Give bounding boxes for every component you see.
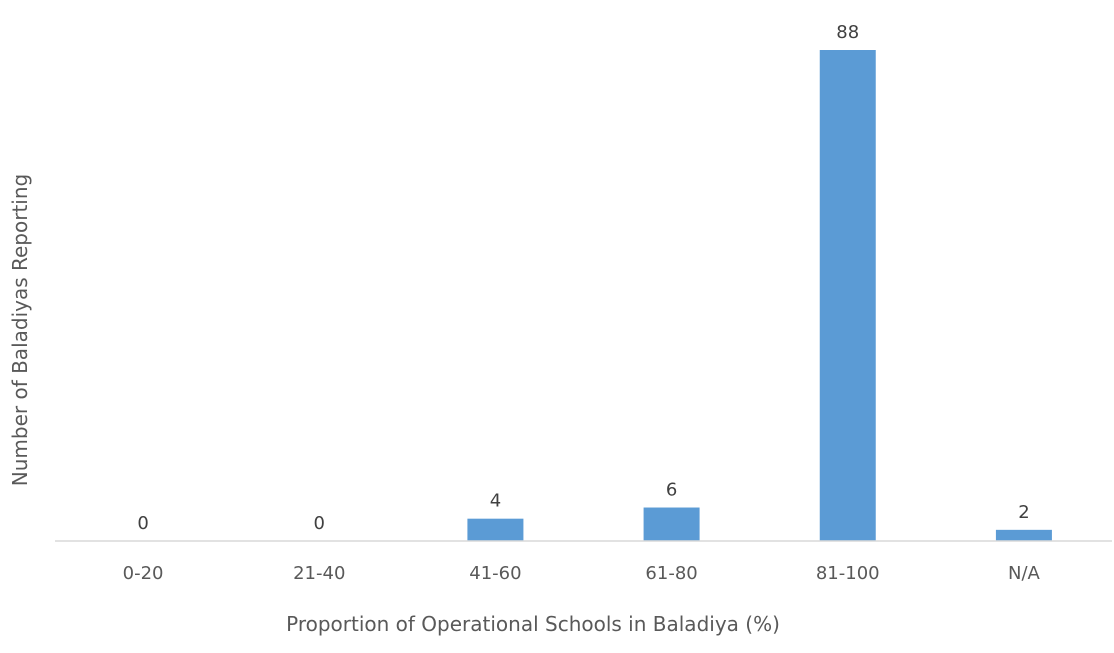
x-tick-labels-group: 0-20 21-40 41-60 61-80 81-100 N/A bbox=[123, 563, 1041, 584]
data-label: 2 bbox=[1018, 502, 1029, 523]
data-label: 88 bbox=[836, 22, 859, 43]
x-tick-label: 41-60 bbox=[469, 563, 521, 584]
x-tick-label: N/A bbox=[1008, 563, 1041, 584]
bar-N-A bbox=[995, 529, 1052, 541]
bar-61-80 bbox=[643, 507, 700, 541]
data-labels-group: 0 0 4 6 88 2 bbox=[137, 22, 1029, 534]
data-label: 4 bbox=[490, 491, 501, 512]
x-tick-label: 81-100 bbox=[816, 563, 880, 584]
bars-group bbox=[467, 50, 1052, 541]
x-tick-label: 61-80 bbox=[645, 563, 697, 584]
bar-81-100 bbox=[819, 50, 876, 541]
x-axis-title: Proportion of Operational Schools in Bal… bbox=[286, 612, 780, 636]
data-label: 0 bbox=[314, 513, 325, 534]
data-label: 6 bbox=[666, 480, 677, 501]
y-axis-title: Number of Baladiyas Reporting bbox=[8, 173, 32, 487]
x-tick-label: 0-20 bbox=[123, 563, 164, 584]
x-tick-label: 21-40 bbox=[293, 563, 345, 584]
data-label: 0 bbox=[137, 513, 148, 534]
bar-41-60 bbox=[467, 518, 524, 541]
